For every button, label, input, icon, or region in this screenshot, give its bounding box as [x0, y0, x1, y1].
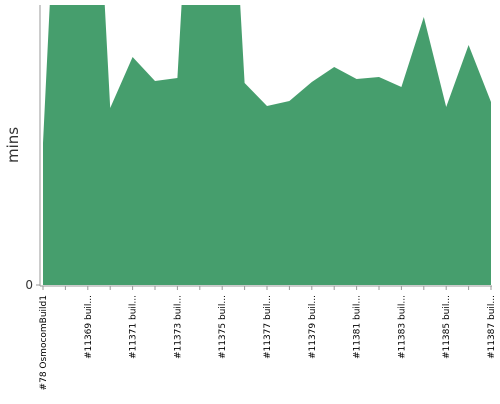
x-tick-label: #11373 buil... — [173, 295, 183, 359]
x-tick-label: #11369 buil... — [84, 295, 94, 359]
x-tick-label: #11381 buil... — [353, 295, 363, 359]
x-tick-label: #11385 buil... — [442, 295, 452, 359]
x-tick-label: #11375 buil... — [218, 295, 228, 359]
x-tick-label: #11383 buil... — [397, 295, 407, 359]
area — [43, 5, 491, 285]
x-tick-label: #11379 buil... — [308, 295, 318, 359]
y-tick-label: 0 — [25, 278, 33, 292]
x-tick-label: #11377 buil... — [263, 295, 273, 359]
x-tick-label: #11371 buil... — [129, 295, 139, 359]
x-tick-label: #78 OsmocomBuild1 — [39, 295, 49, 390]
y-axis-label: mins — [4, 127, 22, 163]
x-tick-label: #11387 buil... — [487, 295, 497, 359]
